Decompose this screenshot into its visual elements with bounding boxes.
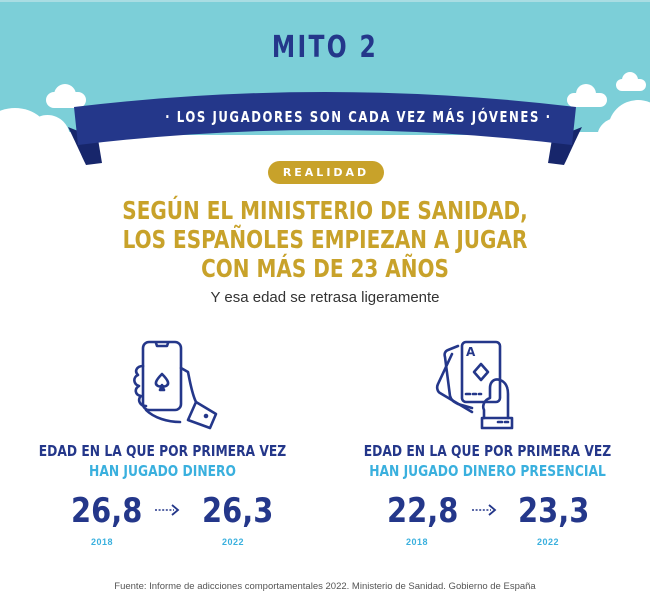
stat-2-from-value: 22,8 <box>387 491 459 531</box>
source-note: Fuente: Informe de adicciones comportame… <box>114 581 536 592</box>
subheadline: Y esa edad se retrasa ligeramente <box>210 289 440 306</box>
stat-1-title-line-2: HAN JUGADO DINERO <box>89 462 236 480</box>
banner-text: · LOS JUGADORES SON CADA VEZ MÁS JÓVENES… <box>165 108 552 126</box>
hand-holding-cards-icon: A <box>435 340 514 430</box>
headline: SEGÚN EL MINISTERIO DE SANIDAD, LOS ESPA… <box>65 196 585 283</box>
stat-1-from-value: 26,8 <box>71 491 143 531</box>
stat-1-title-line-1: EDAD EN LA QUE POR PRIMERA VEZ <box>38 442 287 460</box>
page-title: MITO 2 <box>271 30 379 65</box>
stat-2-to-year: 2022 <box>537 537 560 547</box>
stat-1-from-year: 2018 <box>91 537 114 547</box>
stat-2-from-year: 2018 <box>406 537 429 547</box>
reality-badge: REALIDAD <box>268 161 384 184</box>
headline-line-3: CON MÁS DE 23 AÑOS <box>201 254 449 283</box>
stat-1-to-year: 2022 <box>222 537 245 547</box>
stat-2-title-line-2: HAN JUGADO DINERO PRESENCIAL <box>369 462 606 480</box>
stat-1-title: EDAD EN LA QUE POR PRIMERA VEZ HAN JUGAD… <box>29 441 296 481</box>
svg-text:A: A <box>466 345 476 359</box>
stat-1-to-value: 26,3 <box>202 491 274 531</box>
stat-2-title: EDAD EN LA QUE POR PRIMERA VEZ HAN JUGAD… <box>354 441 621 481</box>
arrow-right-icon <box>155 504 180 516</box>
stat-2-title-line-1: EDAD EN LA QUE POR PRIMERA VEZ <box>363 442 612 460</box>
headline-line-2: LOS ESPAÑOLES EMPIEZAN A JUGAR <box>122 225 528 254</box>
arrow-right-icon <box>472 504 497 516</box>
stat-2-to-value: 23,3 <box>518 491 590 531</box>
ribbon-banner <box>68 92 582 165</box>
top-border <box>0 0 650 2</box>
hand-holding-phone-spade-icon <box>133 340 218 430</box>
headline-line-1: SEGÚN EL MINISTERIO DE SANIDAD, <box>122 196 528 225</box>
